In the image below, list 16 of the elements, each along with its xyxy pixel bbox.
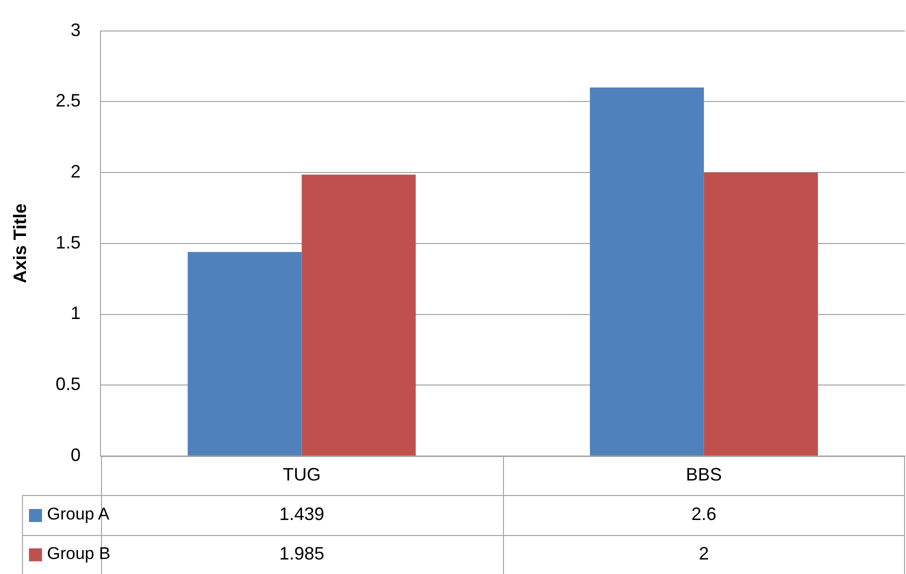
y-tick-label: 0 (70, 444, 81, 465)
x-tick-label: BBS (686, 464, 722, 485)
data-label: 1.985 (279, 543, 324, 564)
y-tick-label: 1.5 (56, 232, 81, 252)
y-axis-title: Axis Title (10, 204, 30, 284)
x-tick-label: TUG (282, 464, 321, 485)
y-tick-label: 2 (70, 162, 81, 182)
data-label: 2 (698, 543, 709, 564)
data-label: 2.6 (691, 504, 716, 524)
y-tick-label: 0.5 (56, 374, 81, 394)
legend-label: Group B (47, 544, 110, 564)
y-tick-label: 1 (70, 303, 81, 324)
data-label: 1.439 (279, 504, 324, 524)
y-tick-label: 3 (70, 20, 81, 40)
legend-label: Group A (47, 504, 110, 524)
y-tick-label: 2.5 (56, 90, 81, 111)
